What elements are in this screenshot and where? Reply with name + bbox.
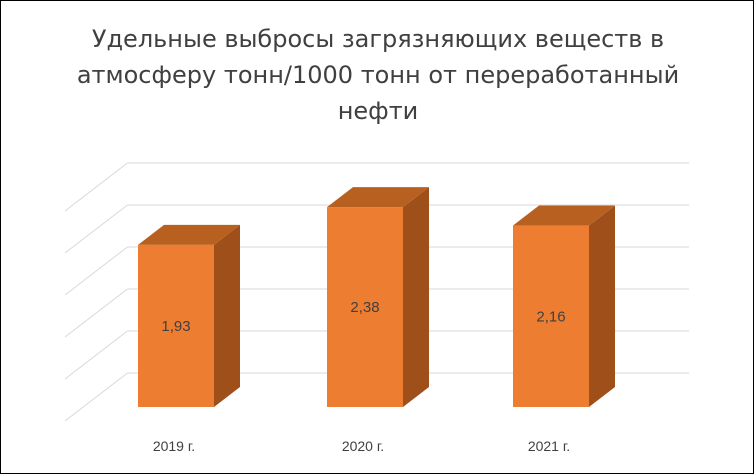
x-tick-label-2: 2021 г. [528,438,570,454]
chart-title: Удельные выбросы загрязняющих веществ в … [76,25,680,125]
x-tick-label-1: 2020 г. [342,438,384,454]
bar-top-1 [327,187,429,208]
gridline-diag-5 [64,162,128,212]
bar-2 [513,225,589,407]
gridline-diag-2 [64,288,128,338]
bar-side-1 [403,187,429,407]
gridline-diag-0 [64,372,128,422]
bar-top-0 [138,224,240,245]
gridline-diag-3 [64,246,128,296]
gridline-diag-1 [64,330,128,380]
data-label-0: 1,93 [161,318,190,335]
bars [138,187,615,407]
x-tick-label-0: 2019 г. [153,438,195,454]
bar-top-2 [513,205,615,226]
bar-side-2 [589,205,615,407]
bar-0 [138,244,214,407]
data-label-2: 2,16 [536,308,565,325]
gridline-diag-4 [64,204,128,254]
labels: 1,93 2019 г. 2,38 2020 г. 2,16 2021 г. [153,299,570,454]
bar-1 [327,207,403,407]
data-label-1: 2,38 [350,299,379,316]
bar-side-0 [214,224,240,407]
